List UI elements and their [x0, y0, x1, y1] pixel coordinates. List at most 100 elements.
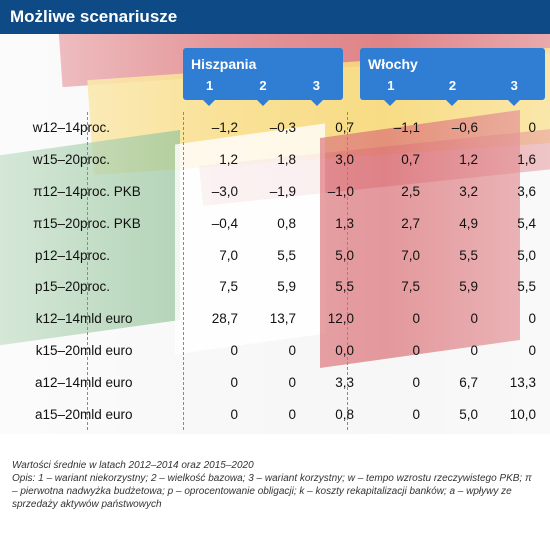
spain-value: –3,0 — [211, 183, 238, 199]
row-label: w15–20 — [32, 152, 80, 168]
spain-value: 0 — [230, 406, 238, 422]
spain-value: –0,4 — [211, 215, 238, 231]
table-row: a12–14 mld euro 0 0 3,3 0 6,7 13,3 — [0, 366, 536, 398]
spain-value: 0 — [230, 342, 238, 358]
table-row: π12–14 proc. PKB –3,0 –1,9 –1,0 2,5 3,2 3,6 — [0, 176, 536, 208]
row-unit: proc. PKB — [80, 183, 141, 199]
row-unit: mld euro — [80, 406, 133, 422]
spain-value: 0 — [288, 374, 296, 390]
row-unit: mld euro — [80, 374, 133, 390]
italy-value: 4,9 — [459, 215, 478, 231]
row-label: p12–14 — [34, 247, 80, 263]
spain-value: 3,3 — [335, 374, 354, 390]
italy-value: 5,9 — [459, 279, 478, 295]
italy-value: 5,4 — [517, 215, 536, 231]
table-row: p12–14 proc. 7,0 5,5 5,0 7,0 5,5 5,0 — [0, 239, 536, 271]
spain-value: 28,7 — [211, 311, 238, 327]
footnote-line-1: Wartości średnie w latach 2012–2014 oraz… — [12, 460, 254, 471]
table-row: k12–14 mld euro 28,7 13,7 12,0 0 0 0 — [0, 303, 536, 335]
header-italy-label: Włochy — [368, 56, 418, 72]
row-label: p15–20 — [34, 279, 80, 295]
column-gap — [354, 176, 362, 208]
spain-value: 7,0 — [219, 247, 238, 263]
divider-country — [347, 112, 348, 430]
spain-value: 5,5 — [335, 279, 354, 295]
spain-value: 0,7 — [335, 120, 354, 136]
italy-value: 0 — [412, 342, 420, 358]
table-row: π15–20 proc. PKB –0,4 0,8 1,3 2,7 4,9 5,4 — [0, 207, 536, 239]
italy-value: 0 — [528, 311, 536, 327]
footnote: Wartości średnie w latach 2012–2014 oraz… — [12, 459, 540, 511]
row-unit: mld euro — [80, 311, 133, 327]
row-label: a12–14 — [34, 374, 80, 390]
italy-value: 7,5 — [401, 279, 420, 295]
spain-value: 1,2 — [219, 152, 238, 168]
column-gap — [354, 398, 362, 430]
spain-value: 5,5 — [277, 247, 296, 263]
flag-background — [0, 34, 550, 434]
column-gap — [354, 271, 362, 303]
spain-value: 1,8 — [277, 152, 296, 168]
divider-unit — [183, 112, 184, 430]
spain-value: 5,9 — [277, 279, 296, 295]
spain-value: –1,2 — [211, 120, 238, 136]
pointer-icon — [384, 100, 396, 106]
spain-value: 13,7 — [269, 311, 296, 327]
italy-value: 6,7 — [459, 374, 478, 390]
header-spain: Hiszpania 1 2 3 — [183, 48, 343, 106]
spain-value: 0 — [230, 374, 238, 390]
spain-value: –0,3 — [269, 120, 296, 136]
row-unit: proc. — [80, 279, 111, 295]
title-bar: Możliwe scenariusze — [0, 0, 550, 34]
row-label: k12–14 — [35, 311, 80, 327]
italy-value: 2,7 — [401, 215, 420, 231]
italy-value: –0,6 — [451, 120, 478, 136]
row-unit: proc. PKB — [80, 215, 141, 231]
italy-value: 1,2 — [459, 152, 478, 168]
row-label: k15–20 — [35, 342, 80, 358]
row-label: a15–20 — [34, 406, 80, 422]
column-gap — [354, 366, 362, 398]
spain-value: 0,0 — [335, 342, 354, 358]
italy-value: 0 — [470, 311, 478, 327]
column-gap — [354, 303, 362, 335]
spain-value: 3,0 — [335, 152, 354, 168]
pointer-icon — [508, 100, 520, 106]
column-gap — [354, 335, 362, 367]
column-gap — [354, 144, 362, 176]
table-row: a15–20 mld euro 0 0 0,8 0 5,0 10,0 — [0, 398, 536, 430]
page-title: Możliwe scenariusze — [10, 7, 178, 26]
italy-value: 0,7 — [401, 152, 420, 168]
row-label: π15–20 — [33, 215, 80, 231]
row-label: π12–14 — [33, 183, 80, 199]
spain-value: 1,3 — [335, 215, 354, 231]
spain-value: –1,0 — [327, 183, 354, 199]
variant-1-label: 1 — [387, 78, 395, 93]
italy-value: 5,5 — [517, 279, 536, 295]
column-gap — [354, 239, 362, 271]
variant-2-label: 2 — [448, 78, 457, 93]
scenarios-table: w12–14 proc. –1,2 –0,3 0,7 –1,1 –0,6 0 w15–20 pro… — [0, 112, 536, 430]
table-row: w15–20 proc. 1,2 1,8 3,0 0,7 1,2 1,6 — [0, 144, 536, 176]
spain-value: 12,0 — [327, 311, 354, 327]
table-row: p15–20 proc. 7,5 5,9 5,5 7,5 5,9 5,5 — [0, 271, 536, 303]
italy-value: 5,5 — [459, 247, 478, 263]
italy-value: –1,1 — [393, 120, 420, 136]
italy-value: 3,6 — [517, 183, 536, 199]
table-row: k15–20 mld euro 0 0 0,0 0 0 0 — [0, 335, 536, 367]
pointer-icon — [446, 100, 458, 106]
footnote-line-2: Opis: 1 – wariant niekorzystny; 2 – wiel… — [12, 473, 532, 510]
row-unit: proc. — [80, 247, 111, 263]
spain-value: –1,9 — [269, 183, 296, 199]
italy-value: 2,5 — [401, 183, 420, 199]
spain-value: 0 — [288, 342, 296, 358]
italy-value: 13,3 — [509, 374, 536, 390]
spain-value: 7,5 — [219, 279, 238, 295]
italy-value: 0 — [412, 374, 420, 390]
italy-value: 0 — [470, 342, 478, 358]
column-gap — [354, 112, 362, 144]
variant-2-label: 2 — [259, 78, 267, 93]
spain-value: 5,0 — [335, 247, 354, 263]
table-row: w12–14 proc. –1,2 –0,3 0,7 –1,1 –0,6 0 — [0, 112, 536, 144]
header-spain-label: Hiszpania — [191, 56, 257, 72]
